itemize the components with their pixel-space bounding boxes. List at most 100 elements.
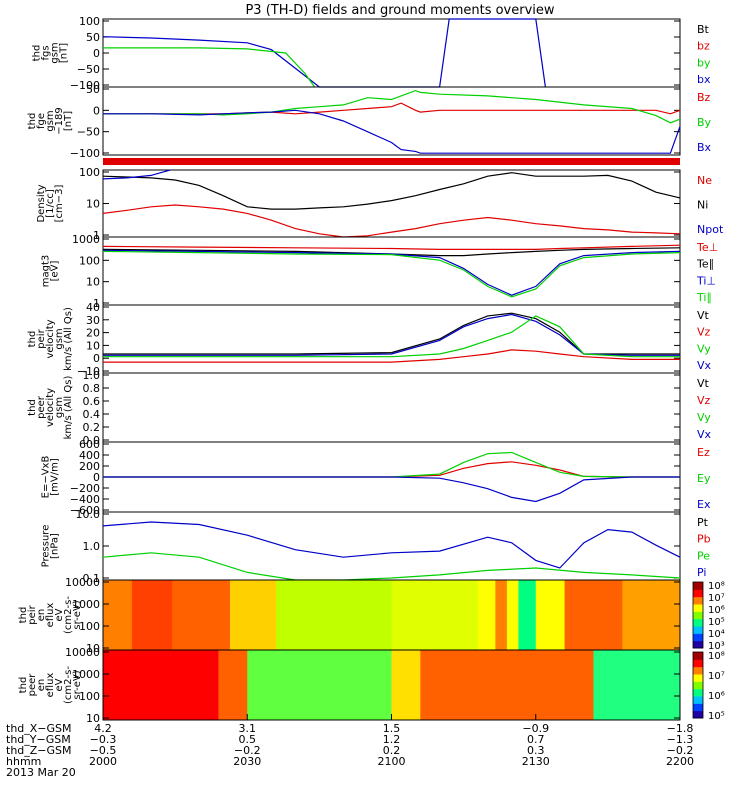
y-tick-label: 1 bbox=[93, 229, 100, 242]
series-Ti∥ bbox=[102, 250, 681, 298]
colorbar-cell bbox=[693, 681, 703, 690]
y-tick-label: 100 bbox=[79, 15, 100, 28]
legend-entry: bx bbox=[697, 73, 711, 86]
legend-entry: Pt bbox=[697, 516, 709, 529]
colorbar-cell bbox=[693, 640, 703, 649]
legend-entry: Vz bbox=[697, 326, 711, 339]
y-axis-label: (cm2-s- bbox=[63, 596, 74, 634]
legend-entry: Ne bbox=[697, 174, 712, 187]
legend-entry: Ey bbox=[697, 472, 711, 485]
panel-frame bbox=[102, 511, 681, 581]
legend-entry: Ez bbox=[697, 446, 710, 459]
y-axis-label: km/s (All Qs) bbox=[63, 307, 74, 371]
series-Ey bbox=[103, 451, 680, 478]
series-by bbox=[103, 47, 316, 88]
y-tick-label: 1.0 bbox=[83, 540, 101, 553]
series-Ez bbox=[103, 461, 680, 478]
spectrogram-band bbox=[172, 580, 231, 650]
y-axis-label: peer bbox=[36, 395, 47, 419]
legend-entry: Pe bbox=[697, 549, 710, 562]
colorbar-cell bbox=[693, 703, 703, 712]
series-bx bbox=[102, 18, 546, 88]
y-axis-label: [cm−3] bbox=[54, 185, 65, 223]
footer-tick-value: −0.2 bbox=[234, 744, 261, 757]
series-Ne bbox=[102, 204, 681, 238]
y-tick-label: 10 bbox=[86, 712, 100, 725]
y-axis-label: gsm bbox=[54, 397, 65, 418]
footer-tick-value: 0.2 bbox=[383, 744, 401, 757]
series-Te∥ bbox=[102, 247, 681, 257]
legend-entry: Ti∥ bbox=[696, 291, 712, 304]
y-tick-label: 0.8 bbox=[83, 382, 101, 395]
colorbar-tick-label: 10⁵ bbox=[708, 617, 725, 628]
colorbar-tick-label: 10⁶ bbox=[708, 605, 725, 616]
y-axis-label: peir bbox=[27, 604, 38, 624]
colorbar-cell bbox=[693, 618, 703, 627]
footer-tick-value: 2030 bbox=[233, 755, 261, 768]
colorbar-tick-label: 10⁸ bbox=[708, 651, 725, 662]
legend-entry: Pi bbox=[697, 566, 706, 579]
spectrogram-band bbox=[518, 580, 537, 650]
spectrogram-band bbox=[391, 580, 479, 650]
colorbar-cell bbox=[693, 604, 703, 612]
footer-tick-value: 2000 bbox=[89, 755, 117, 768]
footer-row-label: thd_X−GSM bbox=[6, 722, 72, 735]
footer-tick-value: 1.2 bbox=[383, 733, 401, 746]
y-tick-label: 1 bbox=[93, 297, 100, 310]
y-axis-label: gsm bbox=[54, 328, 65, 349]
series-Vt bbox=[103, 312, 680, 355]
y-axis-label: km/s (All Qs) bbox=[63, 376, 74, 440]
legend-entry: Vy bbox=[697, 411, 711, 424]
y-tick-label: 10 bbox=[86, 642, 100, 655]
footer-tick-value: 4.2 bbox=[94, 722, 112, 735]
y-tick-label: 100 bbox=[79, 254, 100, 267]
colorbar-cell bbox=[693, 666, 703, 675]
series-Te⊥ bbox=[102, 244, 681, 250]
y-axis-label: velocity bbox=[45, 388, 56, 427]
y-tick-label: 0 bbox=[93, 471, 100, 484]
panel-pressure: 10.0 1.0 0.1 Pressure[nPa] Pt Pb Pe Pi bbox=[41, 508, 711, 585]
y-axis-label: sr-eV) bbox=[72, 600, 83, 629]
spectrogram-band bbox=[535, 580, 566, 650]
colorbar-cell bbox=[693, 688, 703, 697]
y-axis-label: en bbox=[36, 679, 47, 692]
y-tick-label: 10 bbox=[86, 339, 100, 352]
y-tick-label: 0 bbox=[93, 104, 100, 117]
panel-frame bbox=[102, 169, 681, 238]
y-axis-label: [eV] bbox=[50, 261, 61, 282]
legend-entry: Vt bbox=[697, 309, 710, 322]
y-tick-label: 50 bbox=[86, 83, 100, 96]
y-tick-label: 1.0 bbox=[83, 369, 101, 382]
y-axis-label: E=−VxB bbox=[41, 456, 52, 499]
legend-entry: Ex bbox=[697, 498, 711, 511]
y-tick-label: 100 bbox=[79, 620, 100, 633]
colorbar-tick-label: 10⁷ bbox=[708, 593, 725, 604]
footer-tick-value: −0.3 bbox=[90, 733, 117, 746]
colorbar-cell bbox=[693, 710, 703, 719]
y-tick-label: 0.1 bbox=[83, 572, 101, 585]
y-tick-label: −100 bbox=[70, 79, 100, 92]
y-tick-label: 10.0 bbox=[76, 508, 101, 521]
y-tick-label: 1000 bbox=[72, 233, 100, 246]
y-tick-label: 100 bbox=[79, 166, 100, 179]
colorbar-frame bbox=[692, 581, 704, 649]
colorbar-cell bbox=[693, 659, 703, 668]
y-axis-label: peer bbox=[27, 673, 38, 697]
y-axis-label: thd bbox=[27, 331, 38, 348]
spectrogram-band bbox=[247, 650, 392, 720]
footer-tick-value: 0.7 bbox=[527, 733, 545, 746]
legend-entry: Vt bbox=[697, 377, 710, 390]
legend-entry: By bbox=[697, 116, 712, 129]
legend-entry: bz bbox=[697, 40, 710, 53]
footer-tick-value: 1.5 bbox=[383, 722, 401, 735]
series-Ti⊥ bbox=[102, 249, 681, 296]
colorbar-cell bbox=[693, 626, 703, 634]
y-tick-label: 10000 bbox=[65, 576, 100, 589]
y-tick-label: 20 bbox=[86, 327, 100, 340]
y-tick-label: 400 bbox=[79, 449, 100, 462]
footer-row-label: thd_Y−GSM bbox=[6, 733, 71, 746]
spectrogram-band bbox=[276, 580, 392, 650]
colorbar-cell bbox=[693, 633, 703, 642]
